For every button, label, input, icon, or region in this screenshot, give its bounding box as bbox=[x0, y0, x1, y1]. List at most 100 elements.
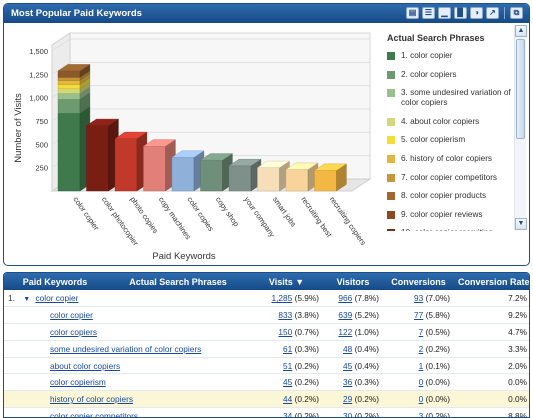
col-header-visits[interactable]: Visits ▼ bbox=[250, 273, 323, 290]
visitors-link[interactable]: 30 bbox=[343, 410, 353, 418]
bar-segment bbox=[57, 88, 81, 94]
x-tick-label: copy shop bbox=[214, 195, 241, 228]
visits-link[interactable]: 44 bbox=[283, 394, 293, 405]
conversions-cell: 77 (5.8%) bbox=[383, 306, 454, 325]
visits-pct: (0.7%) bbox=[294, 326, 319, 337]
legend-swatch bbox=[387, 229, 395, 231]
conversions-link[interactable]: 2 bbox=[418, 343, 424, 354]
legend-item[interactable]: 4. about color copiers bbox=[387, 117, 515, 127]
visitors-link[interactable]: 48 bbox=[343, 343, 353, 354]
legend-swatch bbox=[387, 70, 395, 79]
conversions-link[interactable]: 0 bbox=[418, 377, 424, 388]
pie-chart-icon[interactable]: ◑ bbox=[470, 7, 483, 19]
bar-top bbox=[114, 131, 148, 139]
visits-link[interactable]: 150 bbox=[278, 326, 293, 337]
visits-link[interactable]: 1,285 bbox=[271, 293, 293, 304]
legend-item[interactable]: 6. history of color copiers bbox=[387, 154, 515, 164]
legend-swatch bbox=[387, 117, 395, 126]
conversions-link[interactable]: 93 bbox=[414, 293, 424, 304]
x-tick-label: smart jobs bbox=[271, 195, 298, 229]
row-index: 1. bbox=[8, 293, 15, 304]
conversions-link[interactable]: 3 bbox=[418, 410, 424, 418]
col-header-conversions[interactable]: Conversions bbox=[383, 273, 454, 290]
conversions-pct: (0.0%) bbox=[425, 377, 450, 388]
bar bbox=[86, 125, 109, 192]
phrase-link[interactable]: color copiers bbox=[50, 326, 98, 337]
visitors-pct: (7.8%) bbox=[354, 293, 379, 304]
visits-link[interactable]: 45 bbox=[283, 377, 293, 388]
phrase-link[interactable]: color copier competitors bbox=[50, 410, 139, 418]
rate-cell: 3.3% bbox=[454, 340, 529, 358]
visitors-pct: (5.2%) bbox=[354, 310, 379, 321]
legend-item[interactable]: 8. color copier products bbox=[387, 191, 515, 201]
scroll-down-icon[interactable]: ▼ bbox=[515, 218, 527, 230]
legend-swatch bbox=[387, 210, 395, 219]
visits-link[interactable]: 833 bbox=[278, 310, 293, 321]
stacked-chart-icon[interactable]: ▉ bbox=[454, 7, 467, 19]
legend-swatch bbox=[387, 173, 395, 182]
expand-triangle-icon[interactable]: ▼ bbox=[23, 296, 31, 304]
col-header-search-phrases[interactable]: Actual Search Phrases bbox=[106, 273, 250, 290]
conversions-link[interactable]: 7 bbox=[418, 326, 424, 337]
phrase-link[interactable]: color copierism bbox=[50, 377, 106, 388]
legend-label: 2. color copiers bbox=[401, 69, 457, 79]
phrase-link[interactable]: some undesired variation of color copier… bbox=[50, 343, 202, 354]
line-chart-icon[interactable]: ↗ bbox=[486, 7, 499, 19]
legend-swatch bbox=[387, 89, 395, 98]
visits-cell: 45 (0.2%) bbox=[250, 373, 323, 392]
scrollbar-thumb[interactable] bbox=[516, 39, 525, 139]
phrase-link[interactable]: color copier bbox=[50, 310, 93, 321]
table-row: some undesired variation of color copier… bbox=[4, 340, 529, 358]
col-header-paid-keywords[interactable]: Paid Keywords bbox=[4, 273, 106, 290]
visits-cell: 34 (0.2%) bbox=[250, 407, 323, 418]
visitors-link[interactable]: 36 bbox=[343, 377, 353, 388]
conversions-link[interactable]: 0 bbox=[418, 394, 424, 405]
legend-label: 3. some undesired variation of color cop… bbox=[401, 88, 511, 108]
phrase-link[interactable]: history of color copiers bbox=[50, 394, 134, 405]
col-header-conversion-rate[interactable]: Conversion Rate bbox=[454, 273, 529, 290]
keyword-link[interactable]: color copier bbox=[35, 293, 79, 304]
visitors-link[interactable]: 966 bbox=[338, 293, 353, 304]
conversions-cell: 93 (7.0%) bbox=[383, 290, 454, 308]
bar-chart-icon[interactable]: ☰ bbox=[422, 7, 435, 19]
keywords-table: Paid Keywords Actual Search Phrases Visi… bbox=[3, 272, 530, 418]
gridline bbox=[51, 38, 370, 52]
bar-segment bbox=[57, 84, 81, 90]
legend-item[interactable]: 2. color copiers bbox=[387, 70, 515, 80]
table-icon[interactable]: ▤ bbox=[406, 7, 419, 19]
column-chart-icon[interactable]: ▁ bbox=[438, 7, 451, 19]
visitors-link[interactable]: 639 bbox=[338, 310, 353, 321]
conversions-link[interactable]: 77 bbox=[414, 310, 424, 321]
visitors-link[interactable]: 45 bbox=[343, 360, 353, 371]
phrase-link[interactable]: about color copiers bbox=[50, 360, 121, 371]
x-axis-label: Paid Keywords bbox=[152, 251, 216, 262]
scroll-up-icon[interactable]: ▲ bbox=[515, 25, 527, 37]
conversions-link[interactable]: 1 bbox=[418, 360, 424, 371]
legend-item[interactable]: 7. color copier competitors bbox=[387, 173, 515, 183]
export-icon[interactable]: ⧉ bbox=[510, 7, 523, 19]
legend-item[interactable]: 10. color copier recruiting bbox=[387, 228, 515, 231]
x-tick-label: color copier bbox=[71, 195, 101, 232]
y-tick-label: 1,250 bbox=[29, 70, 48, 79]
visits-link[interactable]: 61 bbox=[283, 343, 293, 354]
visits-link[interactable]: 51 bbox=[283, 360, 293, 371]
visitors-cell: 36 (0.3%) bbox=[323, 373, 383, 392]
conversions-pct: (0.1%) bbox=[425, 360, 450, 371]
legend-scrollbar[interactable]: ▲ ▼ bbox=[514, 25, 527, 230]
legend-item[interactable]: 3. some undesired variation of color cop… bbox=[387, 88, 515, 108]
conversions-pct: (0.2%) bbox=[425, 343, 450, 354]
legend-item[interactable]: 9. color copier reviews bbox=[387, 210, 515, 220]
visitors-pct: (0.2%) bbox=[354, 394, 379, 405]
col-header-visitors[interactable]: Visitors bbox=[323, 273, 383, 290]
visitors-link[interactable]: 122 bbox=[338, 326, 353, 337]
x-tick-label: recruiting copiers bbox=[328, 195, 368, 247]
visitors-link[interactable]: 29 bbox=[343, 394, 353, 405]
phrase-cell: some undesired variation of color copier… bbox=[4, 340, 250, 358]
bar-top bbox=[85, 118, 120, 126]
visits-pct: (0.2%) bbox=[294, 394, 319, 405]
legend-item[interactable]: 1. color copier bbox=[387, 51, 515, 61]
rate-cell: 0.0% bbox=[454, 373, 529, 392]
legend-item[interactable]: 5. color copierism bbox=[387, 135, 515, 145]
visits-link[interactable]: 34 bbox=[283, 410, 293, 418]
bar bbox=[200, 159, 223, 192]
